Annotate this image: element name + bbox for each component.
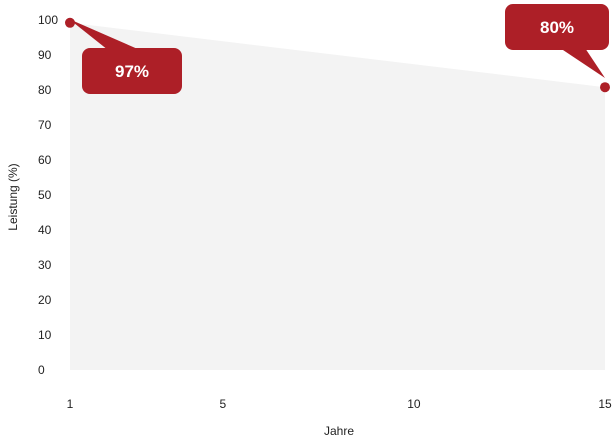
callout-pointer — [69, 19, 140, 50]
callout-bubble — [505, 4, 609, 50]
y-tick-label: 70 — [38, 118, 52, 132]
x-tick-label: 1 — [67, 397, 74, 411]
callouts: 97% 80% — [69, 4, 609, 94]
callout-0: 97% — [69, 19, 182, 94]
callout-label: 97% — [115, 62, 149, 81]
y-tick-label: 40 — [38, 223, 52, 237]
x-axis-title: Jahre — [324, 424, 354, 438]
data-points — [65, 17, 610, 93]
y-tick-label: 10 — [38, 328, 52, 342]
data-point — [600, 82, 610, 93]
area-fill — [70, 22, 605, 371]
x-tick-label: 10 — [407, 397, 421, 411]
y-tick-label: 80 — [38, 83, 52, 97]
x-tick-label: 5 — [220, 397, 227, 411]
y-tick-label: 60 — [38, 153, 52, 167]
callout-bubble — [82, 48, 182, 94]
y-tick-label: 90 — [38, 48, 52, 62]
y-tick-label: 100 — [38, 13, 58, 27]
x-tick-label: 15 — [598, 397, 612, 411]
x-tick-labels: 1 5 10 15 — [67, 397, 612, 411]
y-tick-label: 50 — [38, 188, 52, 202]
callout-pointer — [560, 48, 605, 78]
y-axis-title: Leistung (%) — [6, 163, 20, 230]
y-tick-label: 20 — [38, 293, 52, 307]
y-tick-label: 30 — [38, 258, 52, 272]
area-layer — [70, 22, 605, 371]
y-tick-label: 0 — [38, 363, 45, 377]
callout-1: 80% — [505, 4, 609, 78]
callout-label: 80% — [540, 18, 574, 37]
y-tick-labels: 0 10 20 30 40 50 60 70 80 90 100 — [38, 13, 58, 377]
data-point — [65, 17, 75, 28]
